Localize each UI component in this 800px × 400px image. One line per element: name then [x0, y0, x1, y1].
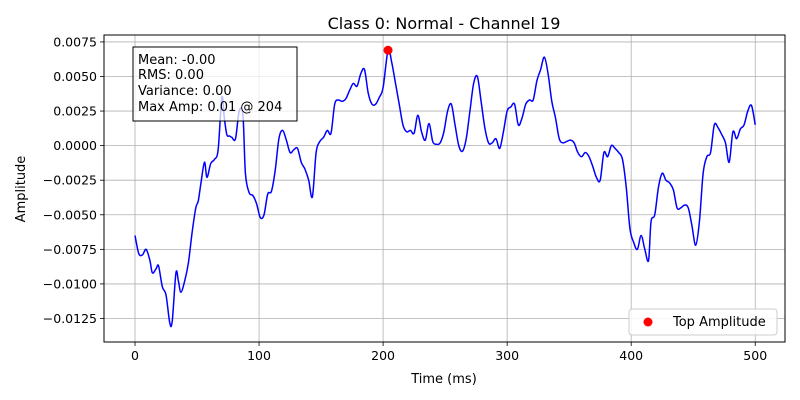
y-tick-label: −0.0050 — [43, 207, 97, 222]
legend: Top Amplitude — [628, 308, 778, 336]
x-tick-label: 0 — [131, 348, 139, 363]
x-tick-label: 100 — [247, 348, 271, 363]
y-tick-label: −0.0100 — [43, 276, 97, 291]
y-tick-label: −0.0025 — [43, 173, 97, 188]
x-tick-label: 500 — [743, 348, 767, 363]
series-line — [134, 48, 756, 328]
y-axis-label: Amplitude — [14, 156, 29, 223]
y-tick-label: 0.0000 — [53, 138, 97, 153]
x-tick-label: 200 — [371, 348, 395, 363]
series-layer — [134, 45, 756, 328]
stats-max-amp: Max Amp: 0.01 @ 204 — [138, 100, 282, 115]
axis-ticks: 0 100 200 300 400 500 −0.0125 −0.0100 −0.0075 −0.… — [43, 34, 767, 363]
top-amplitude-point — [383, 45, 393, 55]
stats-box-frame — [132, 46, 298, 122]
stats-variance: Variance: 0.00 — [138, 84, 232, 99]
y-tick-label: −0.0125 — [43, 311, 97, 326]
grid-lines — [104, 35, 785, 342]
plot-frame — [103, 34, 786, 343]
legend-frame — [628, 308, 778, 336]
y-tick-label: 0.0050 — [53, 69, 97, 84]
stats-mean: Mean: -0.00 — [138, 53, 216, 68]
x-axis-label: Time (ms) — [410, 372, 477, 387]
y-tick-label: 0.0025 — [53, 104, 97, 119]
y-tick-label: 0.0075 — [53, 34, 97, 49]
stats-rms: RMS: 0.00 — [138, 68, 204, 83]
stats-box: Mean: -0.00 RMS: 0.00 Variance: 0.00 Max… — [132, 46, 298, 122]
y-tick-label: −0.0075 — [43, 242, 97, 257]
x-tick-label: 400 — [619, 348, 643, 363]
legend-marker-icon — [643, 317, 653, 327]
legend-label: Top Amplitude — [672, 315, 766, 330]
x-tick-label: 300 — [495, 348, 519, 363]
chart-title: Class 0: Normal - Channel 19 — [328, 14, 561, 33]
